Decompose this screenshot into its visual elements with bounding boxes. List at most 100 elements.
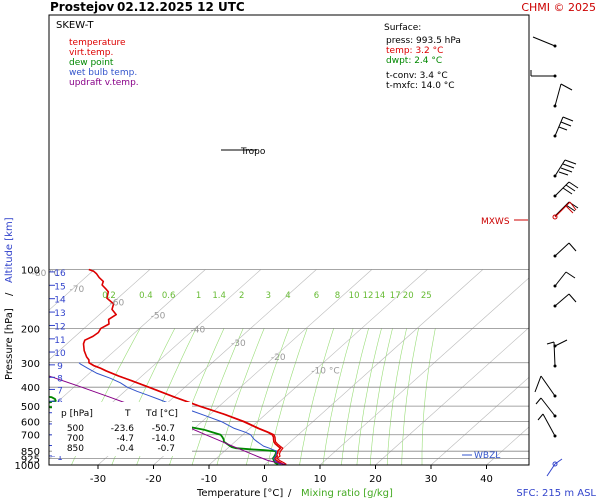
wind-level-dot: [553, 134, 557, 138]
mixing-ratio-axis-title: Mixing ratio [g/kg]: [301, 488, 393, 499]
mixing-ratio-label: 0.2: [102, 291, 116, 301]
mixing-ratio-label: 0.4: [139, 291, 153, 301]
isotherm-label: -80 °C: [32, 269, 60, 279]
table-cell: 700: [67, 434, 84, 444]
table-cell: 850: [67, 444, 84, 454]
axis-separator: /: [4, 292, 15, 296]
mixing-ratio-label: 8: [335, 291, 340, 301]
surface-dwpt: dwpt: 2.4 °C: [386, 56, 442, 66]
table-cell: -0.4: [116, 444, 134, 454]
pressure-tick: 925: [21, 454, 40, 465]
temperature-tick: 20: [369, 474, 382, 485]
wind-level-dot: [553, 194, 557, 198]
station-name: Prostejov: [50, 0, 114, 14]
table-cell: 500: [67, 424, 84, 434]
wind-barb-icon: [554, 293, 577, 307]
mixing-ratio-label: 2: [239, 291, 244, 301]
series-wet-bulb-temp: [78, 362, 281, 465]
plot-frame: [48, 14, 530, 466]
isotherm-label: -50: [151, 312, 166, 322]
wind-barb-icon: [552, 201, 577, 220]
isotherm-line: [319, 277, 529, 465]
pressure-tick: 1000: [15, 461, 40, 472]
isotherm-labels: -80 °C -70 -60 -50 -40 -30 -20 -10 °C: [32, 269, 340, 376]
legend: SKEW-T temperature virt.temp. dew point …: [56, 20, 139, 88]
wind-barb-icon: [554, 116, 574, 137]
table-cell: -23.6: [111, 424, 135, 434]
isotherm-line: [49, 269, 151, 361]
x-axis-separator: /: [288, 488, 292, 499]
altitude-axis-title: Altitude [km]: [4, 217, 15, 283]
wind-barb-icon: [554, 181, 579, 197]
altitude-tick: 1: [57, 453, 63, 463]
wind-level-dot: [553, 394, 557, 398]
legend-temperature: temperature: [69, 38, 126, 48]
wind-barb-icon: [554, 242, 577, 257]
isotherm-label: -20: [271, 353, 286, 363]
temperature-tick: 10: [314, 474, 327, 485]
altitude-tick: 10: [54, 349, 66, 359]
mixing-ratio-label: 10: [349, 291, 360, 301]
altitude-tick: 11: [54, 336, 65, 346]
wind-barb-icon: [535, 397, 556, 417]
wind-barb-icon: [537, 413, 556, 437]
wind-level-dot: [553, 434, 557, 438]
mixing-ratio-label: 1: [196, 291, 201, 301]
table-background: [52, 402, 192, 456]
altitude-tick: 9: [57, 362, 63, 372]
wind-barb-icon: [554, 271, 576, 287]
table-header-p: p [hPa]: [61, 409, 93, 419]
surface-title: Surface:: [384, 23, 421, 33]
altitude-tick: 16: [54, 269, 66, 279]
table-cell: -4.7: [116, 434, 134, 444]
wind-level-dot: [553, 254, 557, 258]
table-cell: -14.0: [152, 434, 176, 444]
surface-elevation: SFC: 215 m ASL: [516, 488, 596, 499]
wind-barb-icon: [534, 375, 556, 397]
isotherm-line: [49, 269, 95, 311]
legend-wet-bulb: wet bulb temp.: [69, 68, 137, 78]
pressure-tick: 850: [21, 447, 40, 458]
x-axis-title: Temperature [°C]: [196, 488, 283, 499]
isotherm-line: [375, 327, 529, 465]
wind-barb-icon: [554, 83, 573, 107]
level-table: p [hPa] T Td [°C] 500 -23.6 -50.7 700 -4…: [52, 402, 192, 456]
wind-level-dot: [553, 104, 557, 108]
table-cell: -0.7: [157, 444, 175, 454]
altitude-tick: 8: [57, 374, 63, 384]
wind-level-dot: [553, 344, 557, 348]
wind-barb-icon: [546, 458, 563, 477]
mixing-ratio-label: 20: [403, 291, 414, 301]
mixing-ratio-label: 1.4: [212, 291, 226, 301]
wind-level-dot: [553, 414, 557, 418]
temperature-tick-labels: -30 -20 -10 0 10 20 30 40: [90, 465, 493, 485]
wind-level-dot: [553, 74, 557, 78]
series-dew-point: [49, 395, 279, 465]
surface-tconv: t-conv: 3.4 °C: [386, 71, 448, 81]
isotherm-label: -60: [110, 299, 125, 309]
pressure-axis-title: Pressure [hPa]: [4, 308, 15, 380]
mixing-ratio-label: 25: [421, 291, 432, 301]
wind-barb-icon: [530, 70, 555, 77]
altitude-tick: 14: [54, 296, 66, 306]
temperature-tick: 30: [425, 474, 438, 485]
mixing-ratio-label: 4: [285, 291, 290, 301]
temperature-tick: -20: [145, 474, 161, 485]
sounding-datetime: 02.12.2025 12 UTC: [117, 0, 245, 14]
mixing-ratio-label: 6: [314, 291, 319, 301]
wind-level-dot: [553, 174, 557, 178]
wbzl-label: WBZL: [474, 451, 500, 461]
isotherm-line: [264, 269, 484, 465]
legend-dew-point: dew point: [69, 58, 114, 68]
isotherm-line: [486, 426, 529, 465]
temperature-tick: 40: [480, 474, 493, 485]
isotherm-label: -70: [70, 285, 85, 295]
isotherm-label: -10 °C: [311, 366, 339, 376]
surface-info: Surface: press: 993.5 hPa temp: 3.2 °C d…: [384, 23, 461, 91]
table-header-t: T: [124, 409, 131, 419]
surface-tmxfc: t-mxfc: 14.0 °C: [386, 81, 455, 91]
wind-level-dot: [553, 284, 557, 288]
isotherm-label: -30: [231, 339, 246, 349]
mixing-ratio-labels: 0.2 0.4 0.6 1 1.4 2 3 4 6 8 10 12 14 17 20 25: [102, 291, 431, 301]
